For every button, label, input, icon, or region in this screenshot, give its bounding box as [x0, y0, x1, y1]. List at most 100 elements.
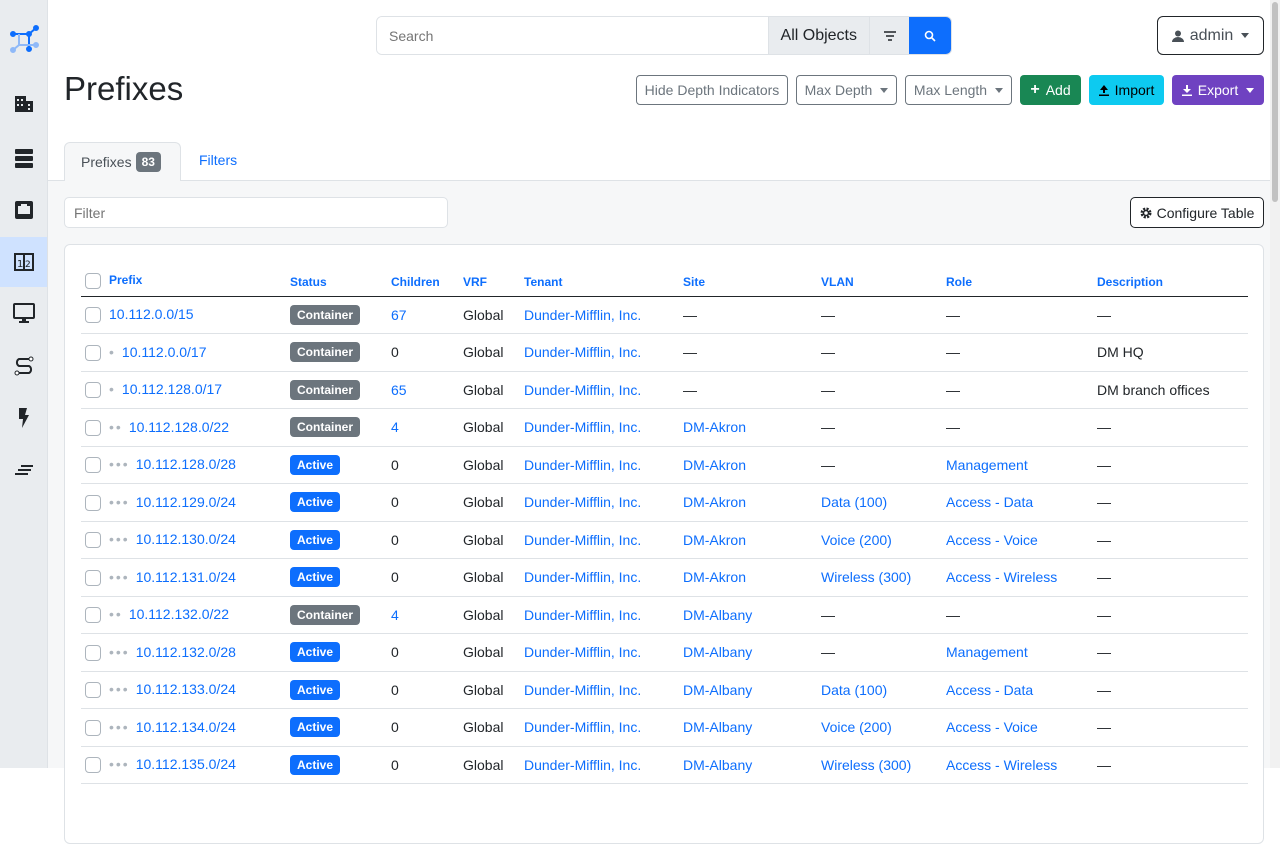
- virtualization-monitor-icon[interactable]: [0, 288, 47, 338]
- racks-icon[interactable]: [0, 133, 47, 183]
- prefix-link[interactable]: 10.112.0.0/15: [109, 306, 194, 323]
- tenant-link[interactable]: Dunder-Mifflin, Inc.: [524, 681, 642, 698]
- row-checkbox[interactable]: [85, 419, 101, 436]
- role-link[interactable]: Access - Wireless: [946, 569, 1058, 586]
- tab-filters[interactable]: Filters: [199, 151, 238, 168]
- row-checkbox[interactable]: [85, 682, 101, 699]
- circuits-icon[interactable]: [0, 341, 47, 391]
- children-link[interactable]: 65: [391, 381, 407, 398]
- site-link[interactable]: DM-Akron: [683, 569, 747, 586]
- site-link[interactable]: DM-Akron: [683, 456, 747, 473]
- table-row[interactable]: ••• 10.112.130.0/24 Active 0 Global Dunder-Mi…: [81, 521, 1248, 559]
- tenant-link[interactable]: Dunder-Mifflin, Inc.: [524, 606, 642, 623]
- row-checkbox[interactable]: [85, 644, 101, 661]
- role-link[interactable]: Access - Wireless: [946, 756, 1058, 773]
- tenant-link[interactable]: Dunder-Mifflin, Inc.: [524, 344, 642, 361]
- tenant-link[interactable]: Dunder-Mifflin, Inc.: [524, 419, 642, 436]
- site-link[interactable]: DM-Albany: [683, 644, 753, 661]
- prefix-link[interactable]: 10.112.129.0/24: [135, 493, 236, 510]
- export-button[interactable]: Export: [1172, 75, 1264, 105]
- object-type-select[interactable]: All Objects: [767, 17, 869, 54]
- tenant-link[interactable]: Dunder-Mifflin, Inc.: [524, 531, 642, 548]
- prefix-link[interactable]: 10.112.133.0/24: [135, 681, 236, 698]
- column-header-status[interactable]: Status: [290, 265, 391, 297]
- search-filter-button[interactable]: [869, 17, 909, 54]
- select-all-checkbox[interactable]: [85, 272, 101, 289]
- role-link[interactable]: Access - Voice: [946, 531, 1038, 548]
- prefix-link[interactable]: 10.112.0.0/17: [121, 343, 207, 360]
- devices-ethernet-icon[interactable]: [0, 185, 47, 235]
- row-checkbox[interactable]: [85, 607, 101, 624]
- role-link[interactable]: Management: [946, 644, 1028, 661]
- vlan-link[interactable]: Wireless (300): [821, 569, 912, 586]
- column-header-children[interactable]: Children: [391, 265, 463, 297]
- row-checkbox[interactable]: [85, 457, 101, 474]
- site-link[interactable]: DM-Akron: [683, 419, 747, 436]
- hide-depth-indicators-button[interactable]: Hide Depth Indicators: [636, 75, 788, 105]
- row-checkbox[interactable]: [85, 307, 101, 324]
- tenant-link[interactable]: Dunder-Mifflin, Inc.: [524, 569, 642, 586]
- table-row[interactable]: • 10.112.0.0/17 Container 0 Global Dunder-Mif…: [81, 333, 1248, 372]
- max-length-dropdown[interactable]: Max Length: [905, 75, 1012, 105]
- tenant-link[interactable]: Dunder-Mifflin, Inc.: [524, 494, 642, 511]
- tenant-link[interactable]: Dunder-Mifflin, Inc.: [524, 644, 642, 661]
- row-checkbox[interactable]: [85, 494, 101, 511]
- power-icon[interactable]: [0, 393, 47, 443]
- row-checkbox[interactable]: [85, 757, 101, 774]
- column-header-tenant[interactable]: Tenant: [524, 265, 683, 297]
- prefix-link[interactable]: 10.112.130.0/24: [135, 531, 236, 548]
- prefix-link[interactable]: 10.112.128.0/22: [128, 418, 229, 435]
- scrollbar[interactable]: [1270, 0, 1280, 768]
- children-link[interactable]: 67: [391, 306, 407, 323]
- site-link[interactable]: DM-Albany: [683, 719, 753, 736]
- column-header-role[interactable]: Role: [946, 265, 1097, 297]
- search-button[interactable]: [909, 17, 951, 54]
- table-row[interactable]: •• 10.112.128.0/22 Container 4 Global Dunder-…: [81, 408, 1248, 447]
- role-link[interactable]: Access - Data: [946, 681, 1034, 698]
- role-link[interactable]: Access - Voice: [946, 719, 1038, 736]
- table-row[interactable]: ••• 10.112.131.0/24 Active 0 Global Dunder-Mi…: [81, 558, 1248, 597]
- table-row[interactable]: ••• 10.112.128.0/28 Active 0 Global Dunder-Mi…: [81, 446, 1248, 484]
- max-depth-dropdown[interactable]: Max Depth: [796, 75, 897, 105]
- user-menu-button[interactable]: admin: [1157, 16, 1264, 55]
- search-input[interactable]: [377, 17, 768, 54]
- table-row[interactable]: ••• 10.112.133.0/24 Active 0 Global Dunder-Mi…: [81, 671, 1248, 709]
- children-link[interactable]: 4: [391, 419, 399, 436]
- column-header-prefix[interactable]: Prefix: [81, 265, 290, 297]
- prefix-link[interactable]: 10.112.132.0/28: [135, 643, 236, 660]
- table-row[interactable]: ••• 10.112.134.0/24 Active 0 Global Dunder-Mi…: [81, 708, 1248, 747]
- prefix-link[interactable]: 10.112.128.0/28: [135, 456, 236, 473]
- other-icon[interactable]: [0, 445, 47, 495]
- row-checkbox[interactable]: [85, 569, 101, 586]
- row-checkbox[interactable]: [85, 532, 101, 549]
- vlan-link[interactable]: Data (100): [821, 681, 888, 698]
- table-row[interactable]: ••• 10.112.129.0/24 Active 0 Global Dunder-Mi…: [81, 483, 1248, 522]
- column-header-vlan[interactable]: VLAN: [821, 265, 946, 297]
- vlan-link[interactable]: Voice (200): [821, 531, 892, 548]
- role-link[interactable]: Access - Data: [946, 494, 1034, 511]
- prefix-link[interactable]: 10.112.132.0/22: [128, 606, 229, 623]
- tenant-link[interactable]: Dunder-Mifflin, Inc.: [524, 306, 642, 323]
- table-row[interactable]: 10.112.0.0/15 Container 67 Global Dunder-Mif…: [81, 296, 1248, 334]
- vlan-link[interactable]: Voice (200): [821, 719, 892, 736]
- add-button[interactable]: + Add: [1020, 75, 1081, 105]
- tenant-link[interactable]: Dunder-Mifflin, Inc.: [524, 756, 642, 773]
- vlan-link[interactable]: Wireless (300): [821, 756, 912, 773]
- site-link[interactable]: DM-Albany: [683, 606, 753, 623]
- configure-table-button[interactable]: Configure Table: [1130, 197, 1264, 228]
- tenant-link[interactable]: Dunder-Mifflin, Inc.: [524, 719, 642, 736]
- import-button[interactable]: Import: [1089, 75, 1164, 105]
- table-filter-input[interactable]: [64, 197, 448, 228]
- prefix-link[interactable]: 10.112.128.0/17: [121, 381, 223, 398]
- row-checkbox[interactable]: [85, 344, 101, 361]
- netbox-logo-icon[interactable]: [0, 15, 47, 65]
- tab-prefixes[interactable]: Prefixes 83: [64, 142, 181, 181]
- site-link[interactable]: DM-Akron: [683, 494, 747, 511]
- column-header-description[interactable]: Description: [1097, 265, 1248, 297]
- table-row[interactable]: • 10.112.128.0/17 Container 65 Global Dunder-…: [81, 371, 1248, 409]
- organization-icon[interactable]: [0, 79, 47, 129]
- prefix-link[interactable]: 10.112.135.0/24: [135, 756, 236, 773]
- prefix-link[interactable]: 10.112.134.0/24: [135, 718, 236, 735]
- column-header-site[interactable]: Site: [683, 265, 821, 297]
